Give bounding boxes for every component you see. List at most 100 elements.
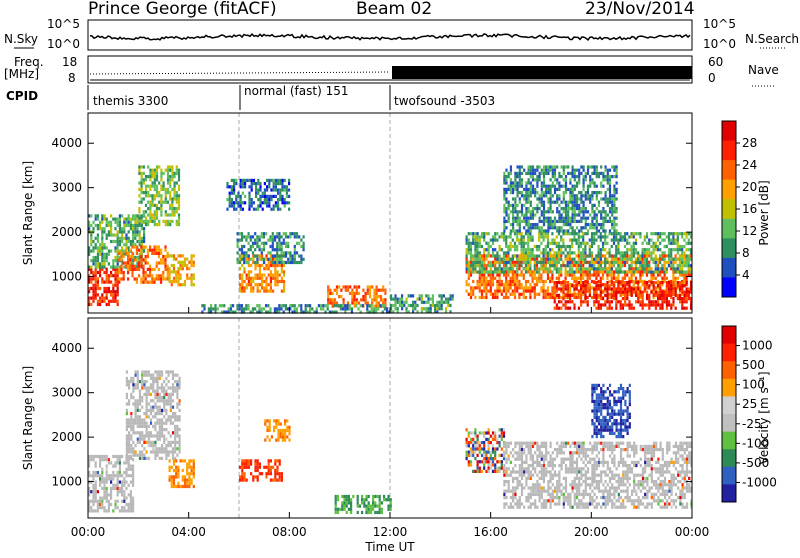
power-cell-14 <box>602 207 604 210</box>
power-cell-13 <box>584 294 586 297</box>
power-cell-3 <box>167 178 169 181</box>
power-cell-14 <box>565 220 567 223</box>
power-cell-14 <box>525 213 527 216</box>
power-cell-14 <box>613 210 615 213</box>
power-cell-3 <box>178 169 180 172</box>
power-cell-14 <box>554 217 556 220</box>
power-cell-14 <box>532 175 534 178</box>
power-cell-11 <box>617 274 619 277</box>
power-cell-12 <box>492 235 494 238</box>
power-cell-2 <box>125 265 127 268</box>
power-cell-11 <box>470 261 472 264</box>
power-cell-11 <box>549 296 551 299</box>
power-cell-14 <box>572 191 574 194</box>
power-cell-14 <box>561 201 563 204</box>
power-cell-2 <box>127 255 129 258</box>
power-cell-11 <box>551 274 553 277</box>
power-cell-1 <box>101 230 103 233</box>
power-cell-11 <box>659 274 661 277</box>
power-cell-6 <box>296 232 298 235</box>
power-cell-6 <box>241 245 243 248</box>
power-cell-7 <box>244 201 246 204</box>
power-cell-7 <box>257 198 259 201</box>
power-cell-7 <box>240 204 242 207</box>
power-cell-11 <box>642 261 644 264</box>
power-cell-11 <box>516 280 518 283</box>
velocity-cell-0 <box>110 497 112 500</box>
power-cell-12 <box>659 255 661 258</box>
power-cell-3 <box>171 172 173 175</box>
power-cell-11 <box>496 293 498 296</box>
power-cell-13 <box>681 303 683 306</box>
power-cell-13 <box>587 303 589 306</box>
power-cell-14 <box>572 229 574 232</box>
power-cell-7 <box>233 179 235 182</box>
power-cell-12 <box>547 261 549 264</box>
power-cell-5 <box>246 283 248 286</box>
power-cell-14 <box>561 226 563 229</box>
power-cell-13 <box>631 303 633 306</box>
power-cell-11 <box>538 280 540 283</box>
power-cell-7 <box>242 182 244 185</box>
power-cell-6 <box>276 235 278 238</box>
power-cell-12 <box>611 267 613 270</box>
velocity-cell-0 <box>110 503 112 506</box>
power-cell-1 <box>136 218 138 221</box>
velocity-cell-0 <box>95 493 97 496</box>
power-cell-12 <box>549 267 551 270</box>
power-cell-14 <box>585 226 587 229</box>
power-cell-2 <box>127 265 129 268</box>
power-cell-11 <box>639 270 641 273</box>
velocity-cell-0 <box>117 477 119 480</box>
power-cell-12 <box>677 271 679 274</box>
power-cell-14 <box>578 213 580 216</box>
power-cell-8 <box>382 298 384 301</box>
power-cell-9 <box>311 307 313 310</box>
power-cell-6 <box>250 248 252 251</box>
velocity-cell-0 <box>123 500 125 503</box>
power-cell-12 <box>499 261 501 264</box>
power-cell-14 <box>580 197 582 200</box>
power-cell-11 <box>664 267 666 270</box>
power-cell-11 <box>628 254 630 257</box>
power-cell-3 <box>143 181 145 184</box>
power-cell-12 <box>481 232 483 235</box>
power-cell-14 <box>528 169 530 172</box>
power-cell-11 <box>547 296 549 299</box>
power-cell-3 <box>167 175 169 178</box>
power-cell-3 <box>156 185 158 188</box>
power-cell-13 <box>584 297 586 300</box>
power-cell-12 <box>635 251 637 254</box>
power-cell-13 <box>686 297 688 300</box>
velocity-cell-0 <box>92 487 94 490</box>
power-cell-12 <box>606 271 608 274</box>
power-cell-12 <box>584 267 586 270</box>
power-cell-0 <box>108 290 110 293</box>
power-cell-13 <box>648 297 650 300</box>
power-cell-12 <box>466 251 468 254</box>
power-cell-11 <box>584 280 586 283</box>
power-cell-13 <box>562 297 564 300</box>
power-cell-4 <box>173 254 175 257</box>
power-cell-12 <box>644 267 646 270</box>
power-cell-14 <box>539 229 541 232</box>
power-cell-14 <box>534 194 536 197</box>
power-cell-4 <box>191 283 193 286</box>
power-cell-12 <box>494 239 496 242</box>
power-cell-14 <box>519 181 521 184</box>
power-cell-3 <box>145 204 147 207</box>
power-cell-12 <box>624 271 626 274</box>
power-cell-12 <box>472 261 474 264</box>
velocity-cell-0 <box>97 506 99 509</box>
power-cell-14 <box>576 226 578 229</box>
power-cell-14 <box>596 169 598 172</box>
power-cell-3 <box>149 210 151 213</box>
power-cell-12 <box>620 239 622 242</box>
power-cell-12 <box>642 255 644 258</box>
power-cell-7 <box>229 201 231 204</box>
power-cell-5 <box>263 280 265 283</box>
power-cell-13 <box>679 284 681 287</box>
power-cell-12 <box>642 242 644 245</box>
power-cell-12 <box>620 271 622 274</box>
power-cell-12 <box>626 258 628 261</box>
